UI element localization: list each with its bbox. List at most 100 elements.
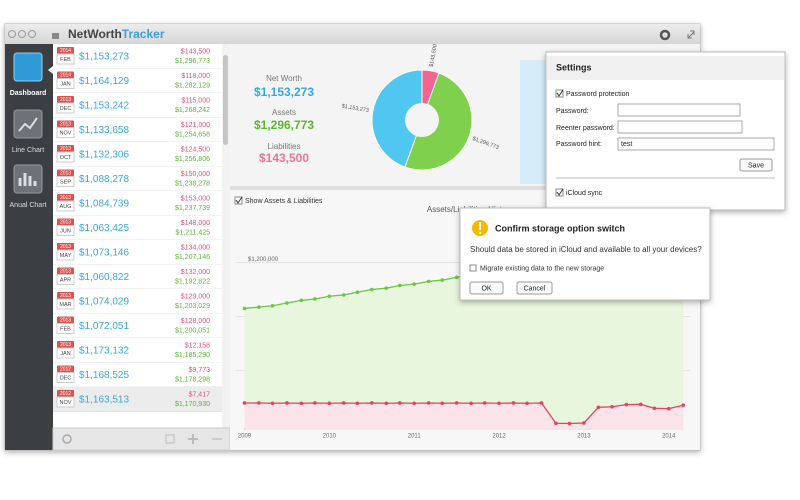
entry-liabilities: $121,000 bbox=[181, 122, 210, 129]
line-chart-icon[interactable] bbox=[13, 109, 43, 139]
entry-net-worth: $1,084,739 bbox=[79, 199, 129, 210]
series-point bbox=[652, 406, 657, 411]
entry-row[interactable] bbox=[53, 166, 222, 192]
entry-assets: $1,192,822 bbox=[175, 278, 210, 285]
series-point bbox=[440, 278, 445, 282]
year-badge bbox=[57, 316, 74, 324]
bar-chart-glyph bbox=[18, 173, 37, 186]
entry-row[interactable] bbox=[53, 68, 222, 94]
button-label[interactable]: Save bbox=[748, 162, 764, 169]
entry-month: JUN bbox=[60, 228, 71, 234]
series-point bbox=[596, 405, 601, 410]
entry-row[interactable] bbox=[53, 117, 222, 143]
close-button[interactable] bbox=[8, 30, 16, 38]
checkbox-label[interactable]: iCloud sync bbox=[566, 190, 603, 197]
minimize-button[interactable] bbox=[18, 30, 26, 38]
dialog-message: Should data be stored in iCloud and avai… bbox=[470, 245, 702, 254]
entry-row[interactable] bbox=[53, 191, 222, 216]
ok-button[interactable] bbox=[469, 281, 504, 295]
entry-liabilities: $12,158 bbox=[185, 342, 210, 349]
series-point bbox=[242, 401, 247, 405]
x-tick-label: 2013 bbox=[577, 434, 591, 440]
entry-row[interactable] bbox=[53, 240, 222, 265]
sidebar-label[interactable]: Dashboard bbox=[10, 90, 47, 97]
checkbox[interactable] bbox=[555, 89, 564, 98]
year-badge bbox=[57, 47, 74, 54]
series-point bbox=[554, 421, 558, 426]
password-input[interactable] bbox=[617, 103, 741, 117]
cancel-button[interactable] bbox=[516, 281, 553, 295]
reenter-input[interactable] bbox=[617, 120, 743, 134]
series-point bbox=[681, 403, 686, 408]
hint-input[interactable] bbox=[617, 137, 775, 151]
save-button[interactable] bbox=[739, 158, 773, 172]
settings-header bbox=[547, 56, 784, 80]
month-box bbox=[56, 200, 75, 212]
series-point bbox=[299, 298, 304, 303]
checkbox-label[interactable]: Show Assets & Liabilities bbox=[245, 198, 323, 205]
entry-month: FEB bbox=[60, 326, 71, 332]
checkbox-label[interactable]: Migrate existing data to the new storage bbox=[480, 265, 604, 272]
entry-net-worth: $1,072,051 bbox=[79, 321, 129, 332]
entry-row[interactable] bbox=[53, 362, 222, 388]
checkbox[interactable] bbox=[555, 188, 564, 197]
entry-year: 2012 bbox=[60, 391, 71, 397]
button-label[interactable]: OK bbox=[481, 285, 491, 292]
entry-row[interactable] bbox=[53, 44, 222, 69]
entry-month: APR bbox=[60, 277, 71, 283]
year-badge bbox=[57, 365, 74, 373]
scroll-thumb[interactable] bbox=[223, 55, 228, 145]
entry-row[interactable] bbox=[53, 215, 222, 241]
sidebar-label[interactable]: Line Chart bbox=[12, 147, 44, 154]
button-label[interactable]: Cancel bbox=[524, 285, 546, 292]
annual-chart-icon[interactable] bbox=[13, 164, 43, 194]
series-point bbox=[270, 303, 275, 308]
entry-row[interactable] bbox=[53, 338, 222, 363]
entry-month: AUG bbox=[60, 204, 72, 210]
field-label: Password: bbox=[556, 108, 589, 115]
settings-button[interactable] bbox=[659, 29, 671, 41]
edit-button[interactable] bbox=[165, 434, 175, 444]
month-box bbox=[56, 102, 75, 114]
entry-assets: $1,178,298 bbox=[175, 376, 210, 383]
year-badge bbox=[57, 341, 74, 348]
sidebar-label[interactable]: Anual Chart bbox=[10, 202, 47, 209]
field-label: Password hint: bbox=[556, 141, 602, 148]
series-point bbox=[412, 282, 417, 286]
entry-row[interactable] bbox=[53, 93, 222, 118]
entry-liabilities: $150,000 bbox=[181, 171, 210, 178]
checkbox-label[interactable]: Password protection bbox=[566, 91, 630, 98]
zoom-button[interactable] bbox=[28, 30, 36, 38]
series-point bbox=[327, 401, 332, 406]
entry-row[interactable] bbox=[53, 289, 222, 314]
series-point bbox=[539, 401, 544, 405]
selection-arrow bbox=[48, 66, 53, 74]
checkbox[interactable] bbox=[469, 264, 477, 272]
entry-year: 2013 bbox=[60, 122, 71, 128]
series-point bbox=[638, 402, 643, 407]
check bbox=[556, 89, 564, 97]
warning-glyph bbox=[479, 222, 481, 230]
entry-year: 2013 bbox=[60, 171, 71, 177]
scrollbar bbox=[222, 44, 230, 428]
dashboard-icon[interactable] bbox=[13, 52, 43, 82]
refresh-button[interactable] bbox=[62, 434, 72, 444]
entry-net-worth: $1,164,129 bbox=[79, 76, 129, 87]
entry-year: 2013 bbox=[60, 146, 71, 152]
entry-row[interactable] bbox=[53, 387, 222, 412]
add-button[interactable] bbox=[188, 434, 198, 444]
x-tick-label: 2011 bbox=[408, 434, 422, 440]
warning-glyph bbox=[478, 231, 482, 235]
checkbox[interactable] bbox=[234, 196, 243, 205]
entry-assets: $1,203,029 bbox=[175, 303, 210, 310]
entry-row[interactable] bbox=[53, 264, 222, 290]
fullscreen-button[interactable] bbox=[687, 30, 695, 39]
title-bar bbox=[5, 24, 700, 44]
year-badge bbox=[57, 218, 74, 226]
entry-row[interactable] bbox=[53, 142, 222, 167]
series-point bbox=[624, 402, 629, 407]
entry-row[interactable] bbox=[53, 313, 222, 339]
series-point bbox=[397, 283, 402, 288]
settings-title: Settings bbox=[556, 62, 592, 72]
